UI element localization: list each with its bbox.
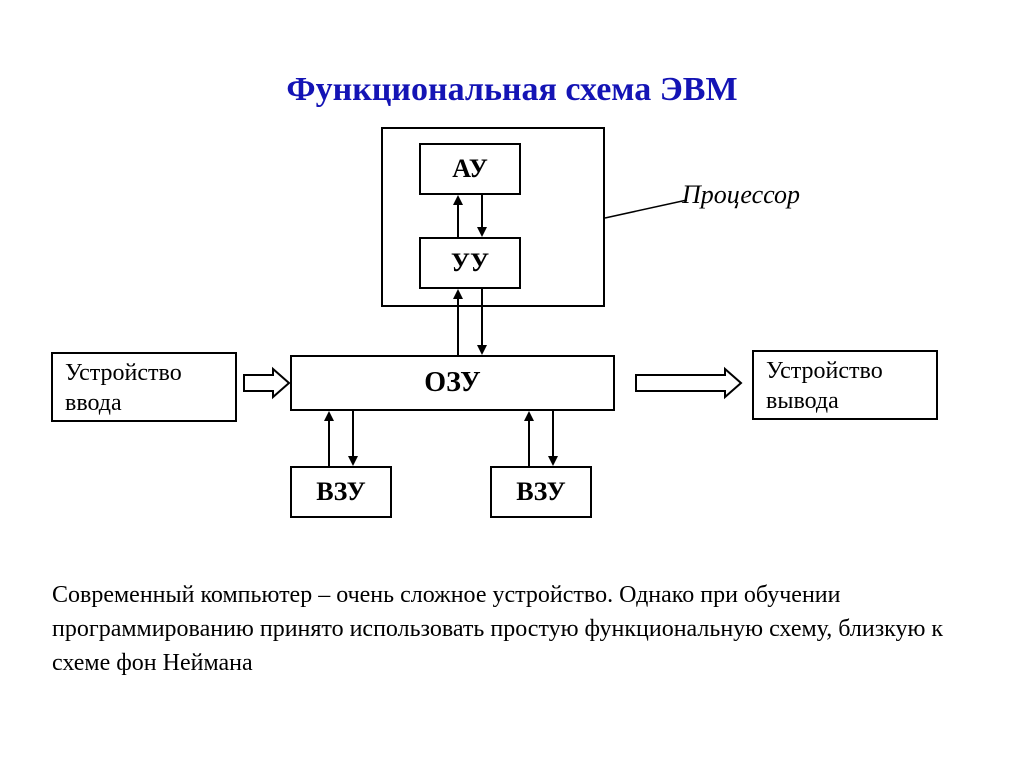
input-device-label-line1: Устройство <box>65 360 182 387</box>
output-device-label-line2: вывода <box>766 388 839 415</box>
vzu2-label: ВЗУ <box>516 477 566 507</box>
input-device-label-line2: ввода <box>65 390 122 417</box>
caption-text: Современный компьютер – очень сложное ус… <box>52 578 952 680</box>
vzu2-box: ВЗУ <box>490 466 592 518</box>
output-device-label-line1: Устройство <box>766 358 883 385</box>
vzu1-label: ВЗУ <box>316 477 366 507</box>
uu-box: УУ <box>419 237 521 289</box>
ozu-label: ОЗУ <box>424 367 480 399</box>
uu-label: УУ <box>451 248 489 278</box>
input-device-box: Устройство ввода <box>51 352 237 422</box>
ozu-box: ОЗУ <box>290 355 615 411</box>
diagram-title: Функциональная схема ЭВМ <box>286 71 737 109</box>
vzu1-box: ВЗУ <box>290 466 392 518</box>
au-label: АУ <box>452 154 488 184</box>
au-box: АУ <box>419 143 521 195</box>
output-device-box: Устройство вывода <box>752 350 938 420</box>
processor-callout-label: Процессор <box>682 180 800 210</box>
